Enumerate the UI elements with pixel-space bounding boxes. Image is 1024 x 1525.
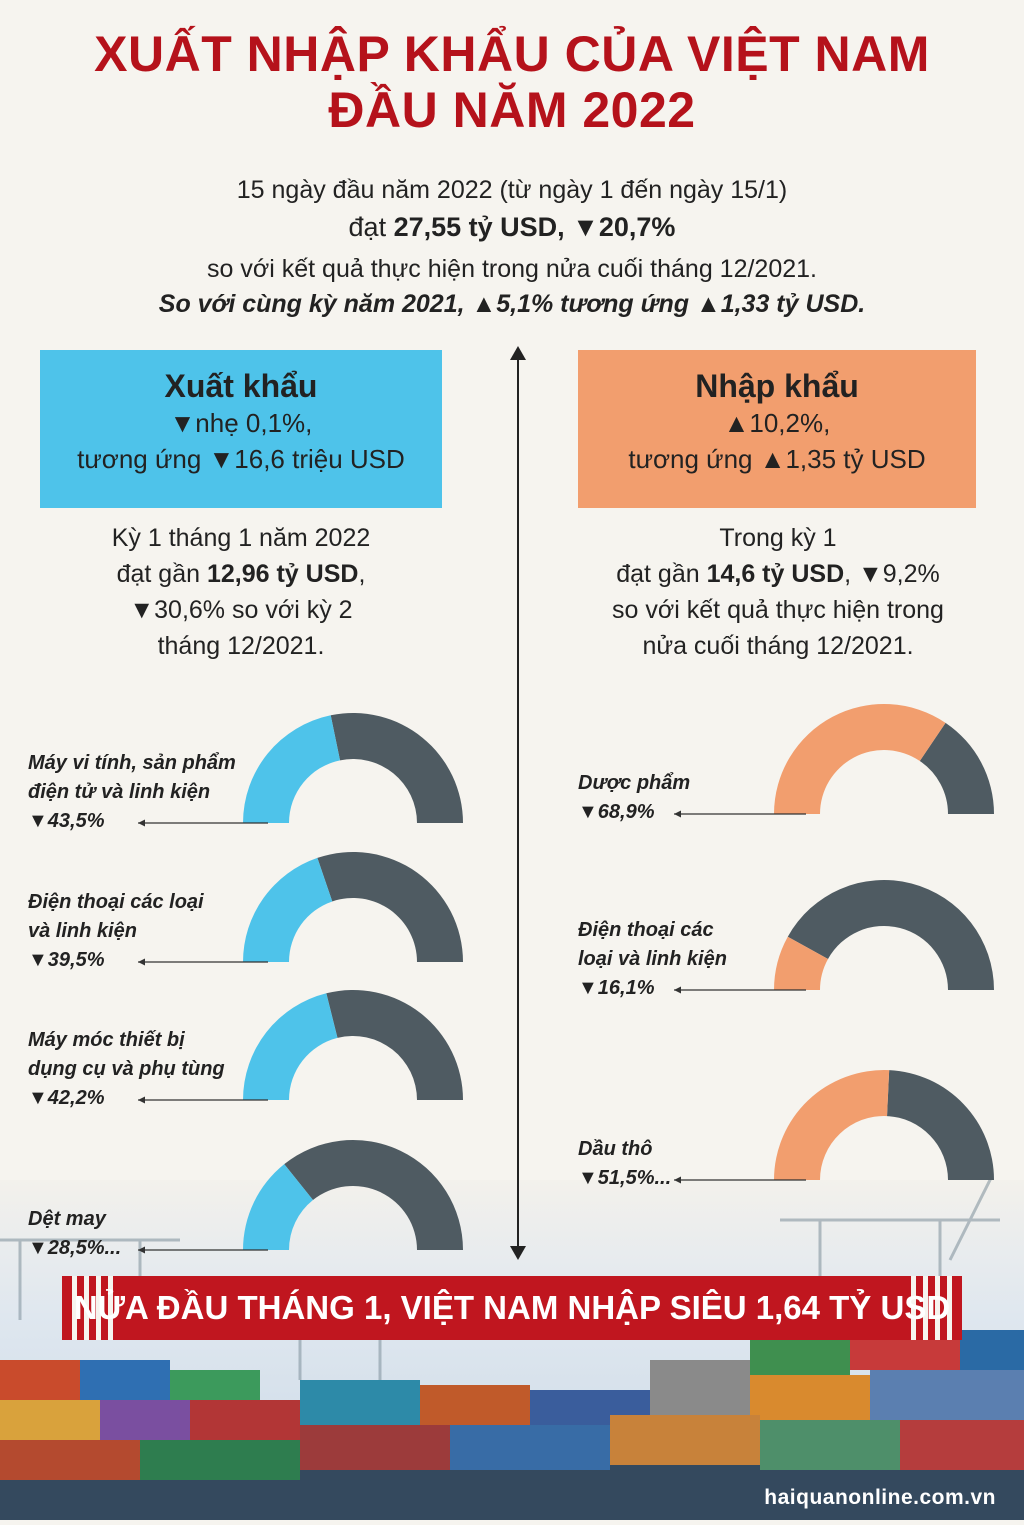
import-gauge-value-0	[774, 704, 946, 814]
export-gauge-pct-0: ▼43,5%	[28, 810, 105, 832]
export-pointer-arrow-icon-1	[138, 958, 145, 966]
summary-line2: đạt 27,55 tỷ USD, ▼20,7%	[348, 212, 676, 242]
port-background	[0, 1139, 1024, 1520]
export-gauge-1	[243, 851, 463, 962]
summary-line1: 15 ngày đầu năm 2022 (từ ngày 1 đến ngày…	[236, 176, 788, 204]
export-gauge-label-2: Máy móc thiết bị dụng cụ và phụ tùng ▼42,2…	[28, 1026, 225, 1113]
import-gauge-pct-1: ▼16,1%	[578, 977, 655, 999]
import-change-value: tương ứng ▲1,35 tỷ USD	[628, 444, 926, 474]
export-gauge-2	[243, 990, 463, 1100]
export-gauge-label-3: Dệt may ▼28,5%...	[28, 1205, 121, 1263]
import-gauge-label-1: Điện thoại các loại và linh kiện ▼16,1%	[578, 916, 727, 1003]
import-box: Nhập khẩu ▲10,2%, tương ứng ▲1,35 tỷ USD	[578, 350, 976, 508]
import-gauge-value-1	[774, 936, 829, 990]
export-change: ▼nhẹ 0,1%,	[169, 408, 313, 438]
summary-line4: So với cùng kỳ năm 2021, ▲5,1% tương ứng…	[158, 290, 866, 318]
import-gauge-pct-0: ▼68,9%	[578, 801, 655, 823]
export-gauge-value-0	[243, 715, 341, 823]
export-gauge-rest-0	[330, 713, 463, 823]
import-pointer-arrow-icon-2	[674, 1176, 681, 1184]
export-pointer-arrow-icon-3	[138, 1246, 145, 1254]
export-gauge-rest-1	[317, 851, 463, 962]
import-pointer-arrow-icon-0	[674, 810, 681, 818]
arrow-up-icon	[510, 346, 526, 360]
import-gauge-rest-2	[887, 1070, 994, 1180]
summary-line3: so với kết quả thực hiện trong nửa cuối …	[207, 255, 817, 283]
import-gauge-1	[774, 879, 994, 990]
export-box: Xuất khẩu ▼nhẹ 0,1%, tương ứng ▼16,6 tri…	[40, 350, 442, 508]
export-heading: Xuất khẩu	[164, 368, 318, 404]
container-port-illustration	[0, 1139, 1024, 1520]
page-title-line2: ĐẦU NĂM 2022	[328, 82, 696, 138]
export-gauge-pct-2: ▼42,2%	[28, 1087, 105, 1109]
import-description: Trong kỳ 1 đạt gần 14,6 tỷ USD, ▼9,2% so…	[612, 524, 944, 660]
center-divider	[517, 356, 519, 1248]
summary-banner: NỬA ĐẦU THÁNG 1, VIỆT NAM NHẬP SIÊU 1,64…	[62, 1276, 962, 1340]
export-gauge-value-2	[243, 993, 338, 1100]
export-gauge-label-1: Điện thoại các loại và linh kiện ▼39,5%	[28, 888, 204, 975]
import-pointer-arrow-icon-1	[674, 986, 681, 994]
export-pointer-arrow-icon-0	[138, 819, 145, 827]
import-gauge-value-2	[774, 1069, 890, 1180]
arrow-down-icon	[510, 1246, 526, 1260]
export-gauge-pct-1: ▼39,5%	[28, 949, 105, 971]
import-gauge-label-0: Dược phẩm ▼68,9%	[578, 769, 690, 827]
import-gauge-pct-2: ▼51,5%...	[578, 1167, 672, 1189]
import-heading: Nhập khẩu	[695, 368, 859, 404]
export-gauge-label-0: Máy vi tính, sản phẩm điện tử và linh kiệ…	[28, 749, 236, 836]
divider-arrows	[510, 346, 526, 1260]
import-gauge-0	[774, 704, 994, 814]
banner-text: NỬA ĐẦU THÁNG 1, VIỆT NAM NHẬP SIÊU 1,64…	[73, 1289, 951, 1326]
export-pointer-arrow-icon-2	[138, 1096, 145, 1104]
gauge-charts	[138, 704, 994, 1254]
import-gauge-2	[774, 1069, 994, 1180]
export-gauge-value-3	[243, 1164, 313, 1250]
import-gauge-rest-0	[919, 722, 994, 814]
export-description: Kỳ 1 tháng 1 năm 2022 đạt gần 12,96 tỷ U…	[111, 524, 371, 660]
export-gauge-rest-2	[326, 990, 463, 1100]
export-gauge-0	[243, 713, 463, 823]
import-gauge-rest-1	[787, 879, 994, 990]
export-gauge-3	[243, 1140, 463, 1250]
source-website: haiquanonline.com.vn	[764, 1486, 996, 1509]
import-change: ▲10,2%,	[723, 408, 831, 438]
export-gauge-rest-3	[284, 1140, 463, 1250]
export-gauge-pct-3: ▼28,5%...	[28, 1237, 122, 1259]
page-title-line1: XUẤT NHẬP KHẨU CỦA VIỆT NAM	[94, 26, 930, 82]
import-gauge-label-2: Dầu thô ▼51,5%...	[578, 1135, 671, 1193]
export-gauge-value-1	[243, 857, 333, 962]
export-change-value: tương ứng ▼16,6 triệu USD	[77, 444, 405, 474]
